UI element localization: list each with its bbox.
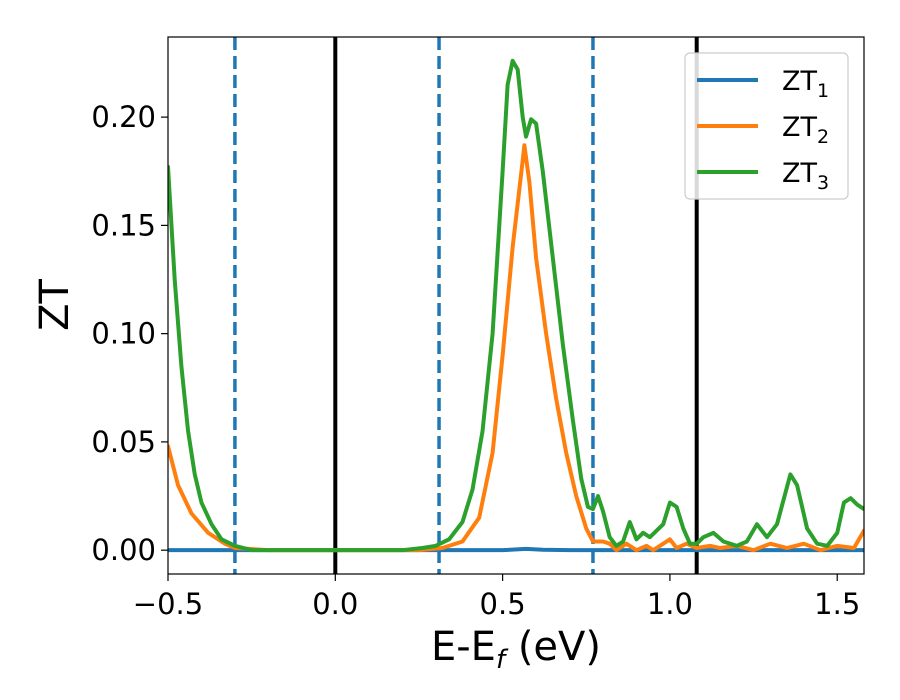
series-lines xyxy=(168,58,864,553)
legend-box xyxy=(684,52,849,200)
x-axis-title-main: E-E xyxy=(431,624,496,670)
x-tick-label-1: 0.0 xyxy=(312,587,358,621)
y-tick-label-2: 0.10 xyxy=(91,317,156,351)
x-tick-label-2: 0.5 xyxy=(480,587,526,621)
legend-label-3: ZT3 xyxy=(782,158,829,194)
plot-frame xyxy=(167,36,865,575)
x-tick-label-4: 1.5 xyxy=(814,587,860,621)
legend: ZT1 ZT2 ZT3 xyxy=(684,52,849,200)
y-tick-label-0: 0.00 xyxy=(91,533,156,567)
x-tick-label-0: −0.5 xyxy=(133,587,203,621)
y-tick-label-1: 0.05 xyxy=(91,425,156,459)
legend-label-1: ZT1 xyxy=(782,66,829,102)
x-axis-title: E-Ef (eV) xyxy=(431,624,601,675)
legend-label-2: ZT2 xyxy=(782,112,829,148)
y-axis-title: ZT xyxy=(32,279,78,331)
x-axis-ticks: −0.5 0.0 0.5 1.0 1.5 xyxy=(133,574,860,621)
x-tick-label-3: 1.0 xyxy=(647,587,693,621)
y-tick-label-4: 0.20 xyxy=(91,100,156,134)
x-axis-title-suffix: (eV) xyxy=(505,624,601,670)
series-line-zt3 xyxy=(168,58,864,553)
y-axis-ticks: 0.00 0.05 0.10 0.15 0.20 xyxy=(91,100,168,567)
series-line-zt2 xyxy=(168,143,864,553)
y-tick-label-3: 0.15 xyxy=(91,208,156,242)
